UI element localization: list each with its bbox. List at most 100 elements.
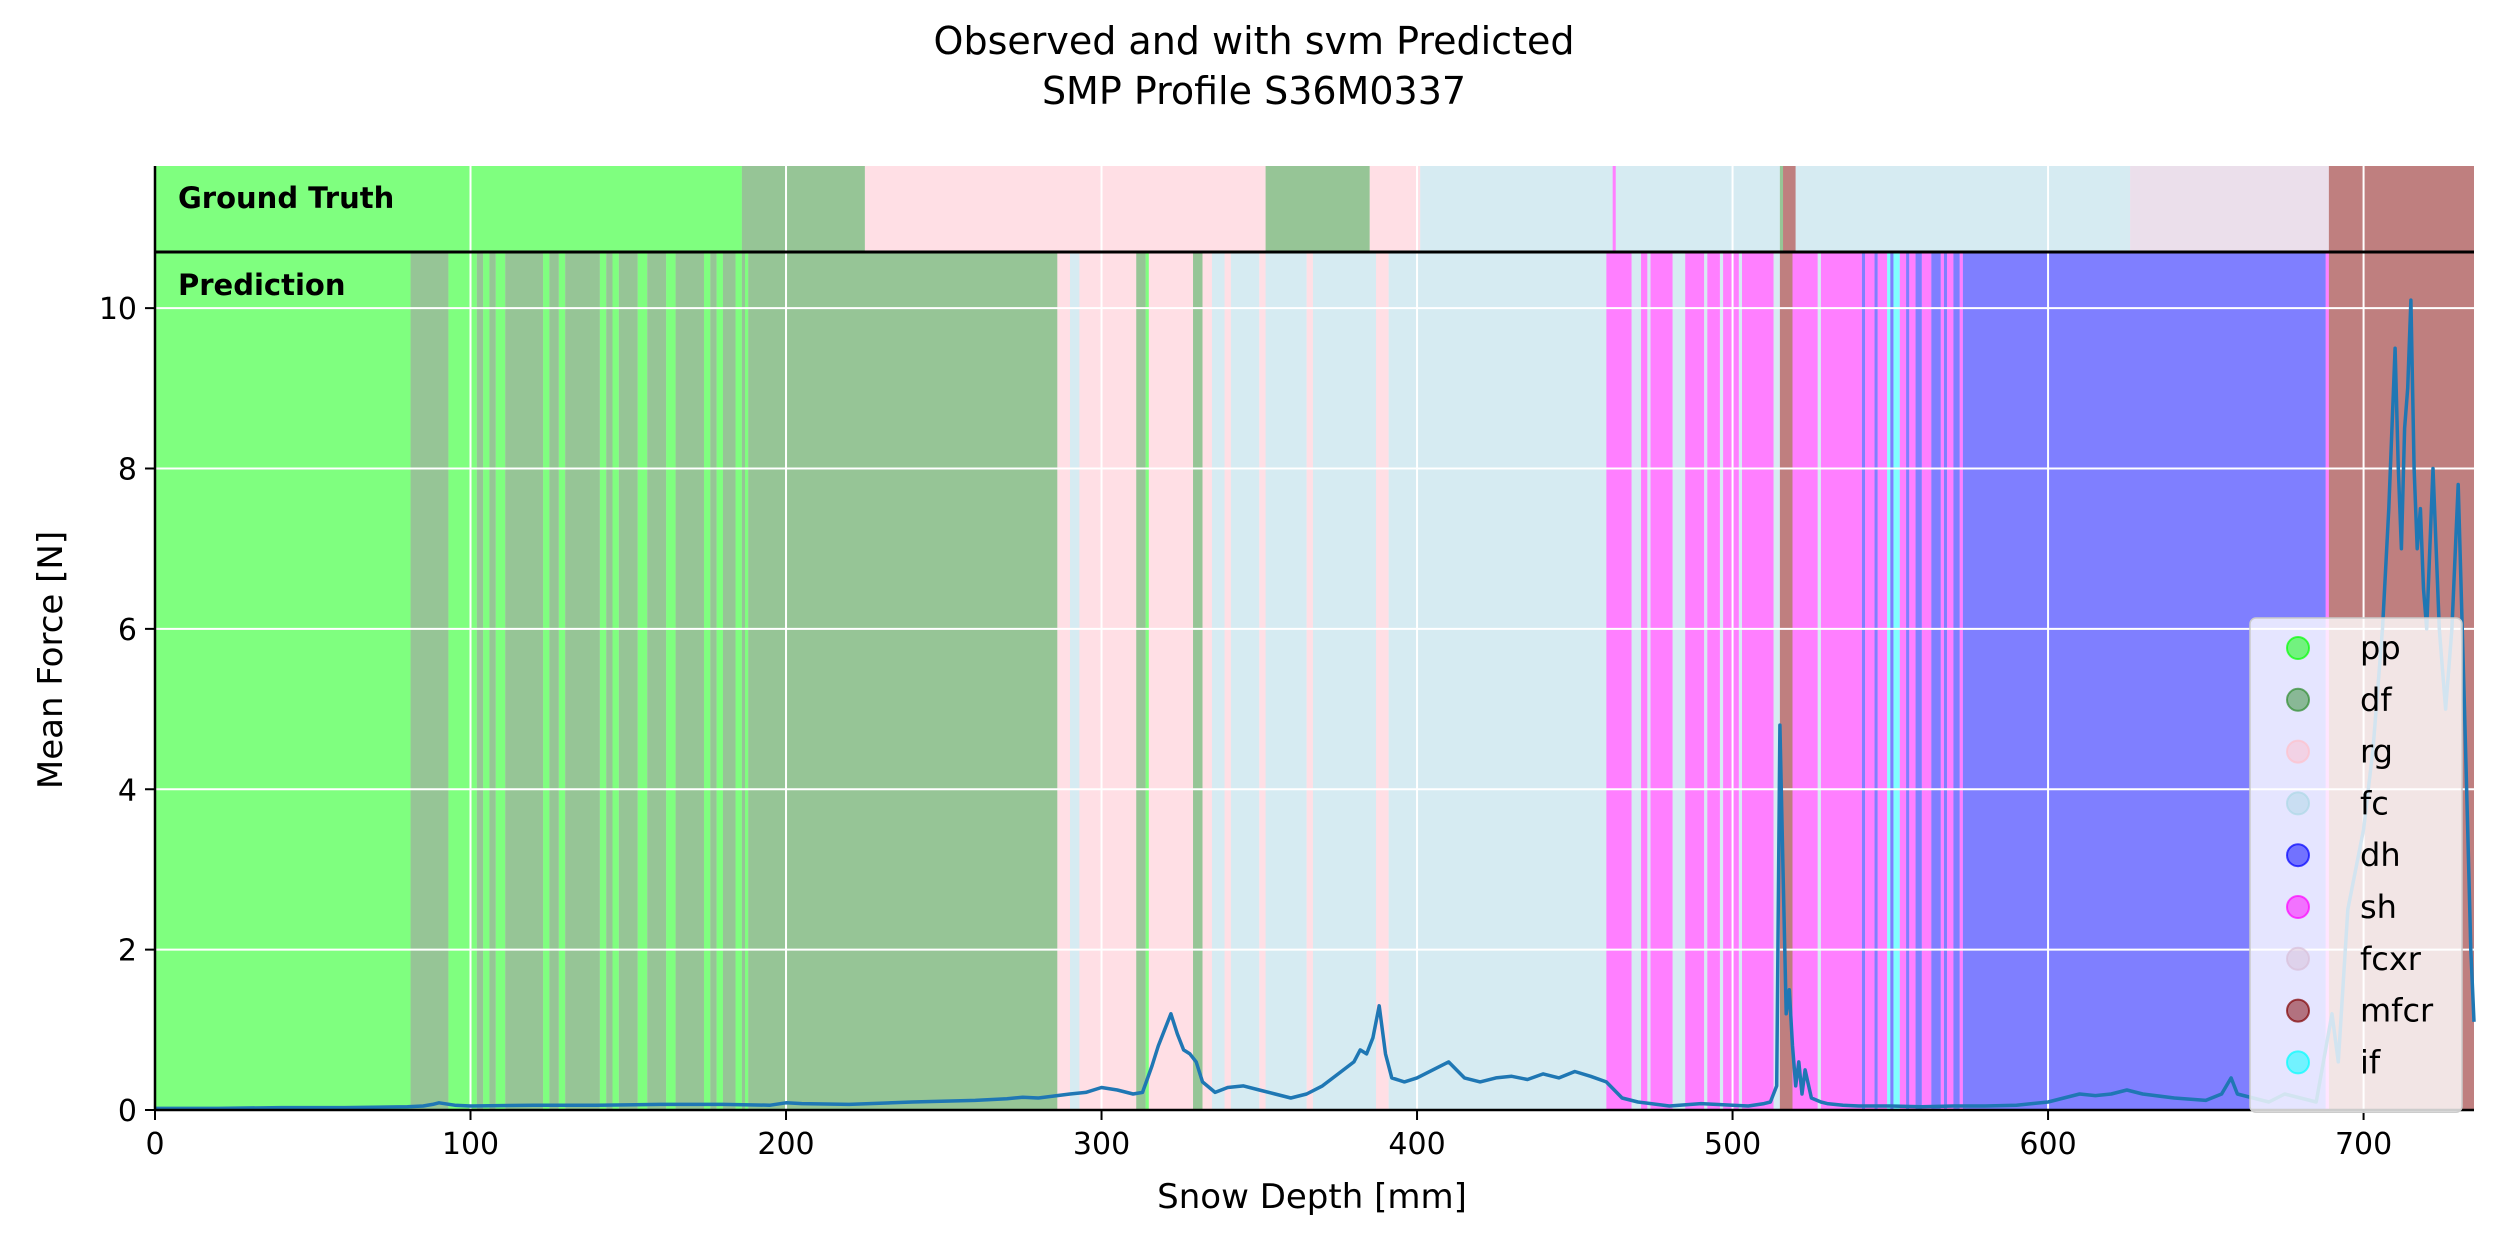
y-axis-ticks: 0 2 4 6 8 10 <box>99 292 155 1129</box>
prediction-segment-sh <box>1792 252 1818 1110</box>
prediction-segment-df <box>1136 252 1146 1110</box>
prediction-segment-pp <box>558 252 566 1110</box>
prediction-segment-pp <box>703 252 711 1110</box>
prediction-segment-sh <box>1947 252 1954 1110</box>
prediction-segment-pp <box>155 252 411 1110</box>
ground-truth-label: Ground Truth <box>178 181 394 215</box>
x-tick-label: 700 <box>2335 1127 2392 1162</box>
legend-label-sh: sh <box>2360 888 2397 926</box>
prediction-segment-fc <box>1704 252 1708 1110</box>
y-tick-label: 8 <box>118 453 137 488</box>
prediction-segment-pp <box>716 252 723 1110</box>
ground-truth-segment-mfcr <box>2328 166 2474 252</box>
prediction-segment-dh <box>1874 252 1878 1110</box>
legend-label-dh: dh <box>2360 836 2401 874</box>
legend-marker-mfcr <box>2286 998 2310 1023</box>
y-tick-label: 2 <box>118 934 137 969</box>
prediction-segment-rg <box>1224 252 1231 1110</box>
ground-truth-segment-rg <box>864 166 1266 252</box>
x-tick-label: 600 <box>2019 1127 2076 1162</box>
legend-label-fcxr: fcxr <box>2360 940 2422 978</box>
prediction-segment-sh <box>1921 252 1932 1110</box>
prediction-segment-sh <box>1723 252 1739 1110</box>
prediction-segment-df <box>618 252 638 1110</box>
prediction-segment-pp <box>745 252 749 1110</box>
prediction-segment-df <box>606 252 613 1110</box>
prediction-segment-df <box>410 252 449 1110</box>
prediction-label: Prediction <box>178 268 346 302</box>
legend-label-pp: pp <box>2360 629 2401 667</box>
ground-truth-segment-pp <box>155 166 742 252</box>
prediction-segment-df <box>675 252 704 1110</box>
legend-marker-rg <box>2286 739 2310 764</box>
prediction-segment-df <box>549 252 559 1110</box>
prediction-segment-dh <box>1953 252 1960 1110</box>
prediction-segment-fc <box>1388 252 1607 1110</box>
ground-truth-strip <box>155 166 2474 252</box>
prediction-segment-fc <box>1647 252 1651 1110</box>
legend-marker-fcxr <box>2286 946 2310 971</box>
ground-truth-segment-sh <box>1612 166 1616 252</box>
x-tick-label: 200 <box>757 1127 814 1162</box>
prediction-segment-sh <box>1940 252 1944 1110</box>
x-tick-label: 500 <box>1704 1127 1761 1162</box>
y-tick-label: 10 <box>99 292 137 327</box>
prediction-segment-sh <box>1685 252 1705 1110</box>
prediction-segment-df <box>489 252 496 1110</box>
prediction-segment-pp <box>1145 252 1149 1110</box>
prediction-segment-df <box>748 252 1058 1110</box>
prediction-segment-sh <box>1909 252 1916 1110</box>
y-axis-label: Mean Force [N] <box>31 531 71 789</box>
ground-truth-segment-fcxr <box>2130 166 2329 252</box>
prediction-segment-dh <box>1931 252 1941 1110</box>
prediction-segment-pp <box>483 252 490 1110</box>
prediction-segment-dh <box>1890 252 1894 1110</box>
prediction-segment-rg <box>1259 252 1266 1110</box>
prediction-segment-df <box>647 252 667 1110</box>
prediction-segment-sh <box>1707 252 1720 1110</box>
y-tick-label: 4 <box>118 773 137 808</box>
prediction-segment-dh <box>1906 252 1910 1110</box>
prediction-segment-df <box>476 252 484 1110</box>
ground-truth-segment-rg <box>1369 166 1421 252</box>
prediction-segment-fc <box>1230 252 1260 1110</box>
prediction-segment-sh <box>1641 252 1648 1110</box>
legend-box <box>2249 617 2463 1113</box>
prediction-segment-dh <box>1943 252 1948 1110</box>
prediction-segment-fc <box>1738 252 1743 1110</box>
x-tick-label: 0 <box>145 1127 164 1162</box>
legend-marker-dh <box>2286 843 2310 868</box>
prediction-segment-df <box>722 252 736 1110</box>
prediction-area <box>155 252 2474 1110</box>
prediction-segment-rg <box>1306 252 1313 1110</box>
prediction-segment-fc <box>1631 252 1642 1110</box>
y-tick-label: 0 <box>118 1094 137 1129</box>
ground-truth-segment-fc <box>1420 166 1613 252</box>
legend-label-rg: rg <box>2360 733 2393 771</box>
prediction-segment-sh <box>1742 252 1774 1110</box>
ground-truth-segment-mfcr <box>1783 166 1796 252</box>
legend-marker-pp <box>2286 636 2310 660</box>
prediction-segment-if <box>1893 252 1900 1110</box>
ground-truth-segment-df <box>1779 166 1784 252</box>
prediction-segment-rg <box>1148 252 1194 1110</box>
prediction-segment-sh <box>1877 252 1888 1110</box>
x-tick-label: 400 <box>1388 1127 1445 1162</box>
legend-marker-fc <box>2286 791 2310 816</box>
prediction-segment-df <box>710 252 717 1110</box>
legend-marker-sh <box>2286 895 2310 919</box>
x-axis-label: Snow Depth [mm] <box>1157 1177 1467 1217</box>
prediction-segment-fc <box>1069 252 1080 1110</box>
prediction-segment-sh <box>1899 252 1907 1110</box>
legend-label-df: df <box>2360 681 2392 719</box>
x-tick-label: 300 <box>1073 1127 1130 1162</box>
prediction-segment-df <box>505 252 544 1110</box>
chart-title-line-1: Observed and with svm Predicted <box>934 19 1575 63</box>
prediction-segment-pp <box>495 252 506 1110</box>
prediction-segment-sh <box>1865 252 1875 1110</box>
prediction-segment-df <box>1193 252 1203 1110</box>
prediction-segment-sh <box>1959 252 1963 1110</box>
prediction-segment-rg <box>1079 252 1137 1110</box>
prediction-segment-fc <box>1265 252 1307 1110</box>
